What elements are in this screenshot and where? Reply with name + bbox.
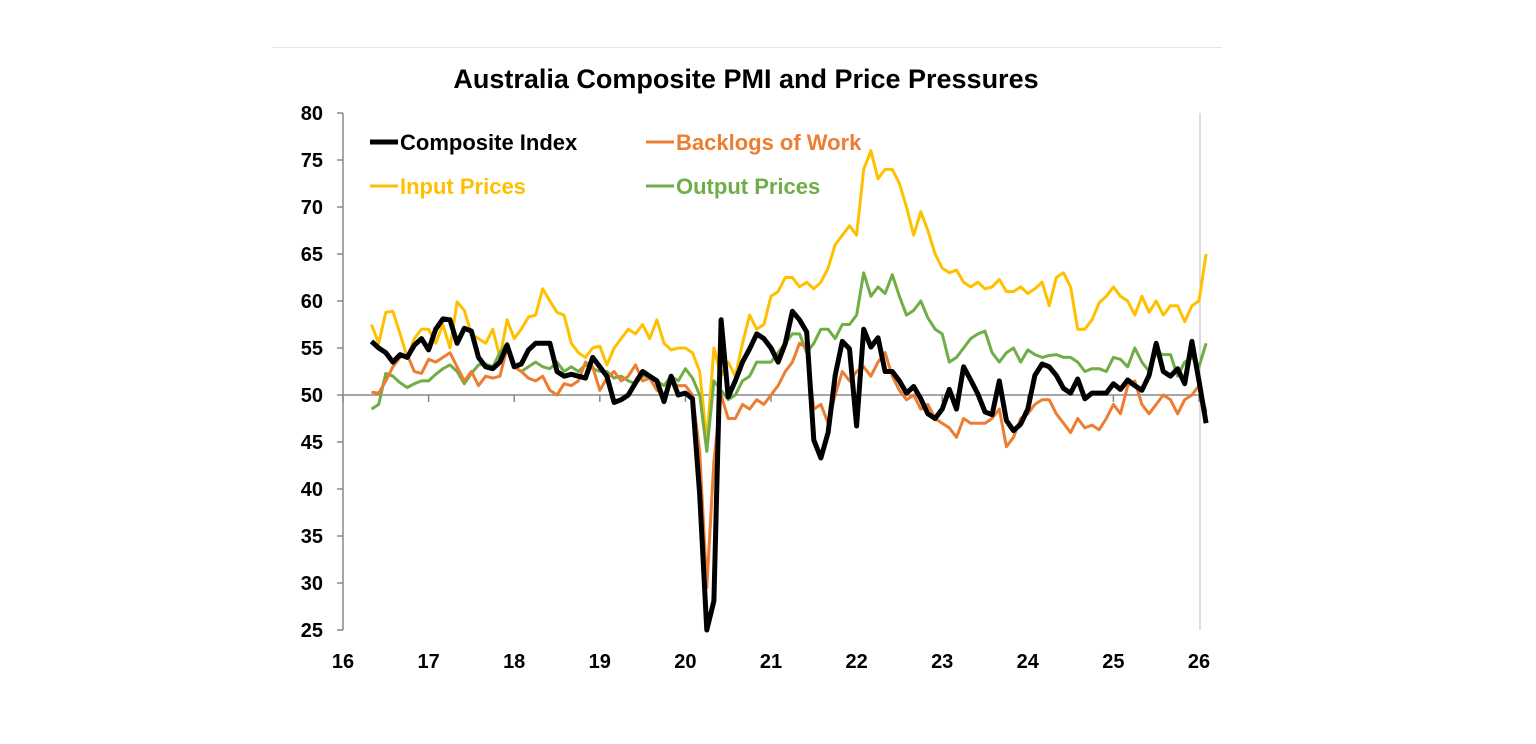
y-tick-label: 50 [301,385,323,407]
x-tick-label: 18 [503,651,525,673]
axes: 25 30 35 40 45 50 55 60 65 70 75 80 16 17 18 19 20 21 22 23… [301,103,1210,673]
legend-label: Output Prices [676,174,820,199]
y-tick-label: 30 [301,573,323,595]
legend: Composite Index Backlogs of Work Input Pri… [370,130,862,199]
y-tick-label: 70 [301,197,323,219]
y-tick-label: 25 [301,620,323,642]
x-tick-label: 20 [674,651,696,673]
x-tick-label: 25 [1102,651,1124,673]
legend-label: Composite Index [400,130,578,155]
y-tick-label: 40 [301,479,323,501]
legend-label: Input Prices [400,174,526,199]
series-line-backlogs-of-work [371,341,1208,590]
x-tick-label: 23 [931,651,953,673]
x-tick-label: 17 [417,651,439,673]
x-tick-label: 21 [760,651,782,673]
series-lines [369,149,1209,633]
series-line-composite-index [369,308,1209,633]
x-tick-label: 24 [1017,651,1040,673]
y-tick-label: 45 [301,432,323,454]
legend-label: Backlogs of Work [676,130,862,155]
y-tick-label: 55 [301,338,323,360]
x-tick-label: 26 [1188,651,1210,673]
chart-title: Australia Composite PMI and Price Pressu… [453,64,1038,94]
x-tick-label: 16 [332,651,354,673]
x-tick-label: 22 [845,651,867,673]
y-tick-label: 60 [301,291,323,313]
y-tick-label: 35 [301,526,323,548]
y-tick-label: 75 [301,150,323,172]
y-tick-label: 80 [301,103,323,125]
x-tick-label: 19 [589,651,611,673]
y-tick-label: 65 [301,244,323,266]
series-line-input-prices [370,149,1208,444]
top-divider [272,47,1222,48]
